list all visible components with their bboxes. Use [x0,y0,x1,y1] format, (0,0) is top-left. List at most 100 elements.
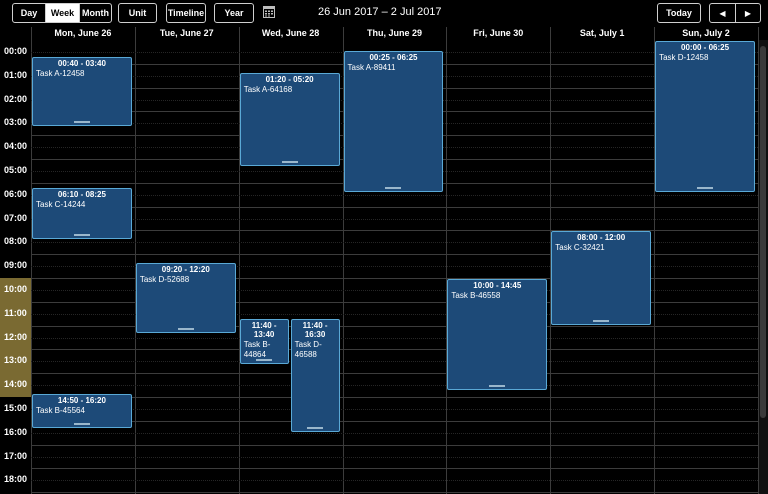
day-header[interactable]: Fri, June 30 [473,28,524,38]
day-header[interactable]: Sun, July 2 [682,28,730,38]
hour-label: 02:00 [3,93,28,104]
event-title: Task A-64168 [243,84,293,94]
hour-label: 08:00 [3,236,28,247]
event-time: 06:10 - 08:25 [57,189,106,199]
event-block[interactable]: 06:10 - 08:25 Task C-14244 [32,187,132,240]
hour-gridline [31,468,758,470]
half-hour-gridline [31,218,758,220]
week-grid[interactable]: 00:00 01:00 02:00 03:00 04:00 05:00 06:00 07:00… [0,27,768,494]
hour-gridline [31,301,758,303]
hour-label: 14:00 [0,373,31,397]
view-day-button[interactable]: Day [20,8,38,18]
next-arrow-icon[interactable]: ▶ [735,4,760,22]
day-divider [343,27,344,494]
view-year-button[interactable]: Year [214,3,254,23]
resize-handle[interactable] [307,426,324,429]
day-header[interactable]: Wed, June 28 [261,28,320,38]
hour-label: 17:00 [3,450,28,461]
hour-label: 18:00 [3,474,28,485]
resize-handle[interactable] [73,234,90,237]
view-timeline-button[interactable]: Timeline [166,3,206,23]
hour-label: 16:00 [3,426,28,437]
hour-gridline [31,254,758,256]
event-block[interactable]: 01:20 - 05:20 Task A-64168 [239,72,340,166]
nav-buttons: ◀ ▶ [709,3,761,23]
event-block[interactable]: 00:25 - 06:25 Task A-89411 [343,50,444,192]
prev-arrow-icon[interactable]: ◀ [719,8,726,18]
day-header[interactable]: Thu, June 29 [366,28,422,38]
half-hour-gridline [31,337,758,339]
resize-handle[interactable] [593,319,610,322]
half-hour-gridline [31,385,758,387]
resize-handle[interactable] [281,160,298,163]
day-divider [31,27,32,494]
date-range-title: 26 Jun 2017 – 2 Jul 2017 [318,6,442,18]
event-block[interactable]: 00:00 - 06:25 Task D-12458 [655,41,755,192]
event-block[interactable]: 10:00 - 14:45 Task B-46558 [447,279,548,391]
resize-handle[interactable] [489,385,506,388]
day-header-row: Mon, June 26 Tue, June 27 Wed, June 28 Thu,… [0,27,768,40]
event-title: Task C-32421 [555,243,605,253]
hour-label: 11:00 [0,301,31,326]
event-time: 08:00 - 12:00 [577,233,626,243]
resize-handle[interactable] [697,186,714,189]
hour-label: 10:00 [0,278,31,302]
day-divider [550,27,551,494]
hour-label: 00:00 [3,46,28,56]
resize-handle[interactable] [177,327,194,330]
event-time: 00:00 - 06:25 [681,43,730,52]
day-header[interactable]: Sat, July 1 [579,28,625,38]
resize-handle[interactable] [73,422,90,425]
event-time: 00:40 - 03:40 [57,58,106,68]
event-title: Task A-89411 [347,62,396,72]
half-hour-gridline [31,266,758,268]
scrollbar-thumb[interactable] [760,46,766,418]
half-hour-gridline [31,361,758,363]
day-header[interactable]: Mon, June 26 [54,28,112,38]
event-title: Task B-46558 [451,291,501,300]
event-time: 10:00 - 14:45 [473,281,522,290]
day-header[interactable]: Tue, June 27 [159,28,214,38]
hour-label: 05:00 [3,165,28,175]
hour-label: 15:00 [3,403,28,413]
calendar-icon[interactable] [263,6,275,18]
event-time: 14:50 - 16:20 [57,396,106,406]
toolbar: Day Week Month Unit Timeline Year 26 Jun… [0,0,768,27]
hour-gridline [31,206,758,208]
half-hour-gridline [31,408,758,410]
hour-label: 13:00 [0,349,31,374]
half-hour-gridline [31,313,758,315]
day-divider [135,27,136,494]
event-title: Task D-52688 [139,275,190,285]
hour-label: 06:00 [3,188,28,199]
half-hour-gridline [31,242,758,244]
view-switcher: Day Week Month [12,3,112,23]
hour-gridline [31,397,758,398]
event-block[interactable]: 14:50 - 16:20 Task B-45564 [32,394,132,428]
view-unit-button[interactable]: Unit [118,3,157,23]
event-title: Task D-46588 [294,339,322,359]
event-title: Task C-14244 [36,199,86,209]
event-time: 01:20 - 05:20 [265,74,314,84]
event-title: Task A-12458 [36,68,85,78]
event-block[interactable]: 11:40 - 13:40 Task B-44864 [239,318,289,365]
event-block[interactable]: 00:40 - 03:40 Task A-12458 [32,56,132,127]
event-block[interactable]: 08:00 - 12:00 Task C-32421 [551,231,652,325]
event-block[interactable]: 09:20 - 12:20 Task D-52688 [135,263,236,333]
today-button[interactable]: Today [657,3,701,23]
hour-label: 04:00 [3,141,28,152]
view-month-button[interactable]: Month [79,4,111,22]
event-time: 09:20 - 12:20 [161,265,210,275]
event-time: 11:40 - 13:40 [251,320,277,339]
resize-handle[interactable] [385,186,402,189]
hour-label: 03:00 [3,117,28,128]
event-title: Task B-45564 [36,406,85,416]
view-week-button[interactable]: Week [45,4,79,22]
half-hour-gridline [31,480,758,482]
event-block[interactable]: 11:40 - 16:30 Task D-46588 [290,318,340,432]
resize-handle[interactable] [73,121,90,124]
day-divider [654,27,655,494]
day-divider [446,27,447,494]
hour-gridline [31,325,758,327]
resize-handle[interactable] [256,359,273,362]
